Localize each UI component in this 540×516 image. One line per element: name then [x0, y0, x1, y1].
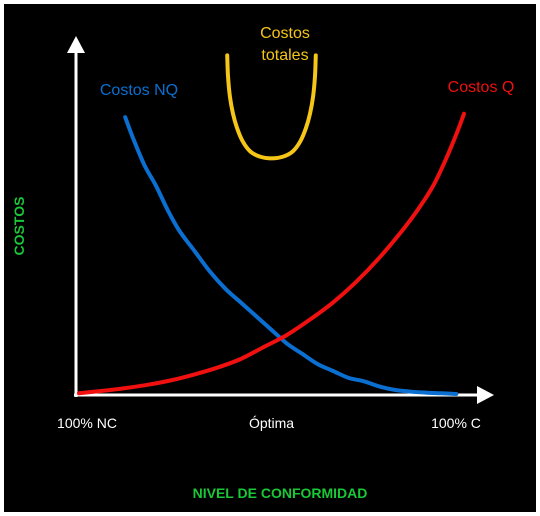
- series-line-costos-totales: [225, 53, 318, 161]
- x-tick-label-optima: Óptima: [249, 415, 294, 431]
- series-label-costos-nq: Costos NQ: [100, 82, 178, 99]
- y-axis-title: COSTOS: [11, 197, 27, 256]
- x-tick-label-100-nc: 100% NC: [57, 415, 117, 431]
- series-line-costos-q: [77, 111, 466, 396]
- cost-conformity-chart: Costos NQ Costos Q Costos totales 100% NC Óp…: [11, 25, 514, 501]
- x-axis-title: NIVEL DE CONFORMIDAD: [193, 485, 368, 501]
- x-tick-labels: 100% NC Óptima 100% C: [57, 415, 481, 431]
- x-axis-arrowhead: [477, 386, 494, 404]
- series-label-line: Costos NQ: [100, 82, 178, 99]
- series-label-costos-q: Costos Q: [448, 79, 515, 96]
- series-label-line: Costos Q: [448, 79, 515, 96]
- series-label-line: totales: [261, 47, 308, 64]
- series-label-line: Costos: [260, 25, 310, 42]
- x-tick-label-100-c: 100% C: [431, 415, 481, 431]
- series-label-costos-totales: Costos totales: [260, 25, 310, 64]
- y-axis-arrowhead: [67, 36, 85, 53]
- series-label-layer: Costos NQ Costos Q Costos totales: [100, 25, 514, 99]
- chart-frame: Costos NQ Costos Q Costos totales 100% NC Óp…: [4, 4, 536, 512]
- series-layer: [77, 53, 466, 396]
- series-line-costos-nq: [123, 115, 459, 396]
- axes: [67, 36, 494, 404]
